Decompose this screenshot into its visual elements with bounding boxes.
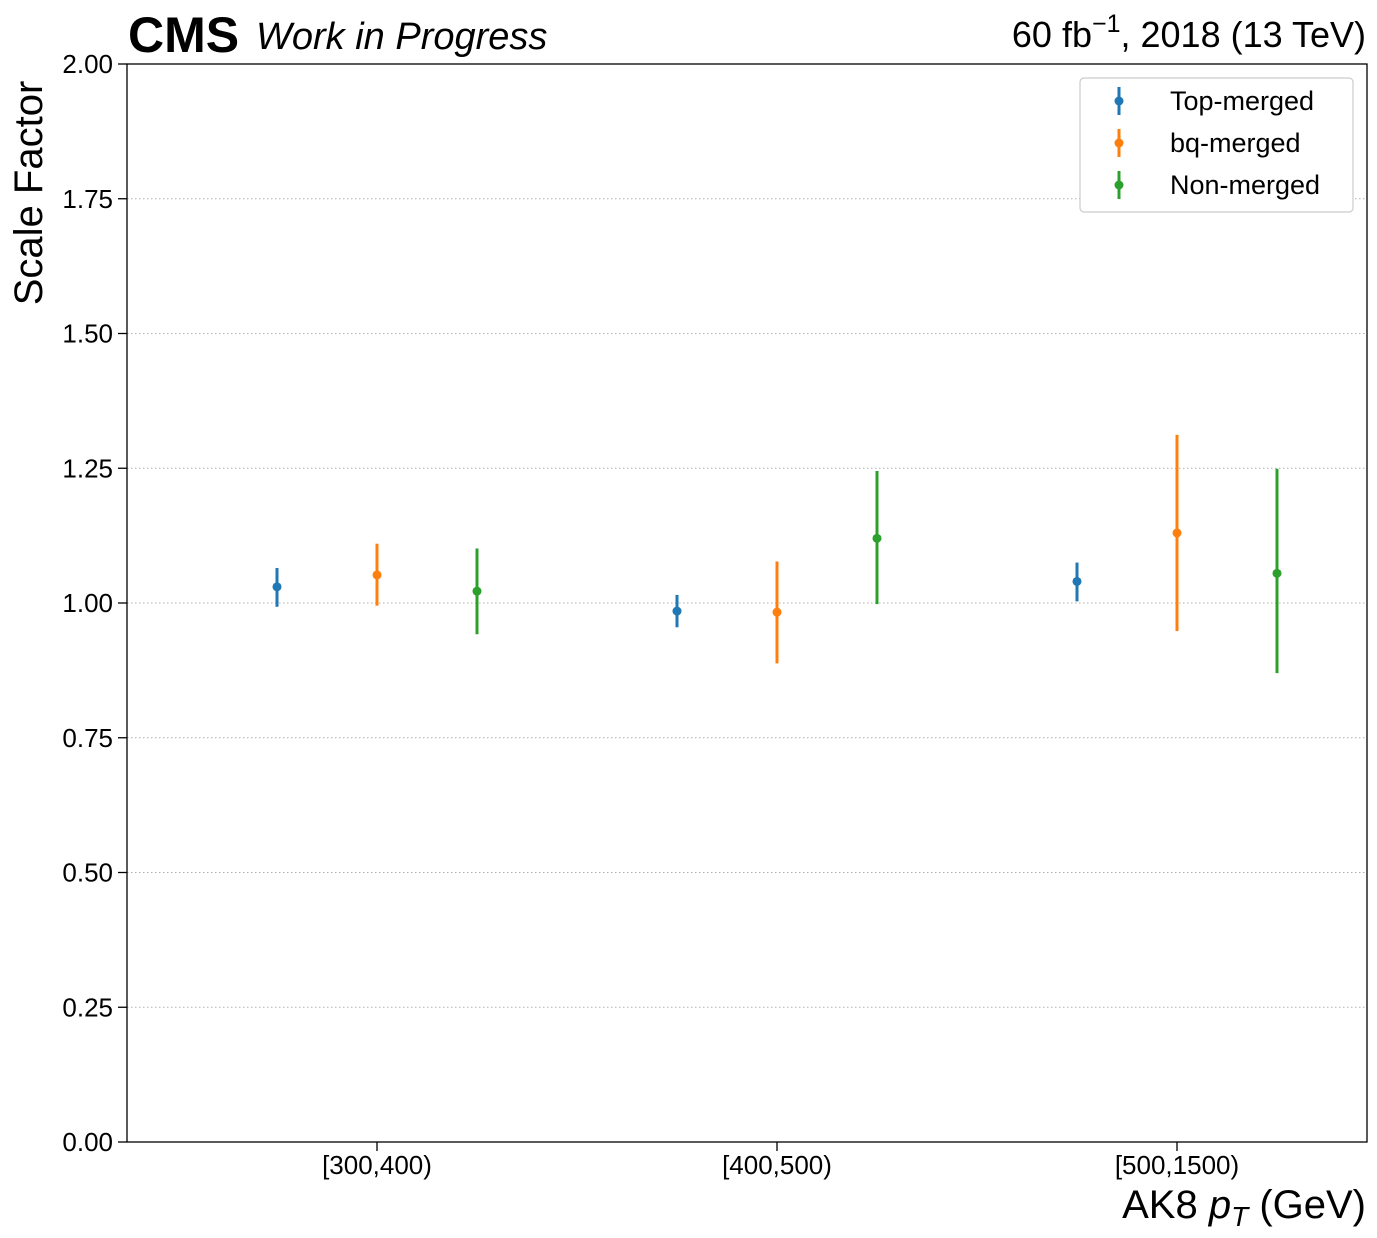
y-axis-label: Scale Factor — [7, 81, 51, 306]
legend-label: bq-merged — [1170, 128, 1301, 158]
grid-lines — [127, 198, 1367, 1008]
y-tick-label: 1.00 — [62, 588, 113, 618]
legend: Top-merged bq-merged Non-merged — [1079, 77, 1354, 213]
data-points — [272, 434, 1282, 674]
y-tick-label: 1.25 — [62, 453, 113, 483]
data-point — [1172, 528, 1182, 538]
series-bq-merged — [372, 434, 1182, 664]
data-point — [1272, 568, 1282, 578]
x-tick-label: [300,400) — [322, 1150, 432, 1180]
data-point — [1072, 576, 1082, 586]
status-label: Work in Progress — [256, 16, 547, 58]
y-tick-label: 2.00 — [62, 49, 113, 79]
data-point — [472, 586, 482, 596]
legend-marker-point — [1114, 96, 1124, 106]
x-tick-label: [400,500) — [722, 1150, 832, 1180]
x-axis-label-sub: T — [1231, 1201, 1250, 1232]
data-point — [272, 582, 282, 592]
lumi-value: 60 fb — [1012, 14, 1092, 55]
x-tick-label: [500,1500) — [1115, 1150, 1239, 1180]
y-tick-label: 0.25 — [62, 992, 113, 1022]
x-axis-label-unit: (GeV) — [1248, 1183, 1366, 1227]
series-top-merged — [272, 562, 1082, 628]
data-point — [372, 570, 382, 580]
legend-entry: bq-merged — [1114, 128, 1301, 158]
y-tick-label: 0.00 — [62, 1127, 113, 1157]
lumi-rest: , 2018 (13 TeV) — [1121, 14, 1367, 55]
data-point — [672, 606, 682, 616]
series-non-merged — [472, 468, 1282, 674]
legend-box — [1079, 77, 1354, 213]
legend-label: Non-merged — [1170, 170, 1320, 200]
y-tick-label: 1.75 — [62, 184, 113, 214]
legend-entry: Non-merged — [1114, 170, 1320, 200]
y-tick-label: 0.50 — [62, 858, 113, 888]
y-tick-label: 1.50 — [62, 319, 113, 349]
y-axis-ticks: 0.00 0.25 0.50 0.75 1.00 1.25 1.50 1.75 2.00 — [62, 49, 127, 1157]
legend-entry: Top-merged — [1114, 86, 1314, 116]
legend-marker-point — [1114, 180, 1124, 190]
experiment-label: CMS — [128, 7, 239, 63]
x-axis-ticks: [300,400) [400,500) [500,1500) — [322, 1142, 1239, 1180]
x-axis-label-var: p — [1208, 1183, 1231, 1227]
x-axis-label-main: AK8 — [1122, 1183, 1209, 1227]
y-tick-label: 0.75 — [62, 723, 113, 753]
data-point — [872, 533, 882, 543]
lumi-exponent: −1 — [1092, 10, 1121, 38]
x-axis-label: AK8 pT (GeV) — [1122, 1183, 1366, 1232]
data-point — [772, 607, 782, 617]
luminosity-label: 60 fb−1, 2018 (13 TeV) — [1012, 10, 1366, 55]
legend-marker-point — [1114, 138, 1124, 148]
legend-label: Top-merged — [1170, 86, 1314, 116]
